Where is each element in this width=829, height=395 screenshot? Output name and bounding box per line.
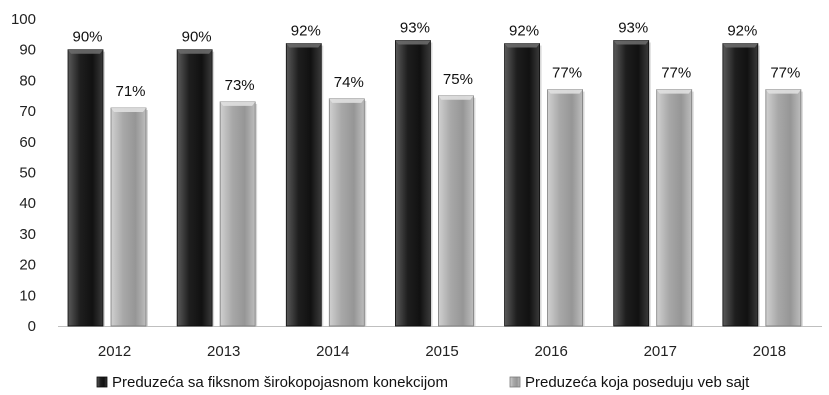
- y-tick-label: 10: [19, 287, 36, 304]
- y-tick-label: 0: [28, 318, 36, 335]
- bar: [504, 43, 540, 327]
- bar-bevel: [395, 40, 431, 45]
- y-tick-label: 50: [19, 165, 36, 182]
- bar-bevel: [547, 89, 583, 94]
- data-label: 75%: [443, 71, 473, 88]
- data-label: 77%: [661, 65, 691, 82]
- bar-bevel: [111, 108, 146, 113]
- bar: [613, 40, 650, 327]
- y-tick-label: 30: [19, 226, 36, 243]
- bar: [219, 101, 256, 327]
- legend-label: Preduzeća sa fiksnom širokopojasnom kone…: [112, 374, 448, 391]
- bar-bevel: [177, 49, 213, 54]
- bar-bevel: [68, 49, 103, 54]
- y-tick-label: 20: [19, 257, 36, 274]
- bar: [395, 40, 431, 327]
- bar-bevel: [722, 43, 758, 48]
- data-label: 92%: [509, 23, 539, 40]
- bar-bevel: [613, 40, 649, 45]
- data-label: 92%: [727, 23, 757, 40]
- data-label: 74%: [334, 74, 364, 91]
- bar: [285, 43, 322, 327]
- bar-bevel: [504, 43, 540, 48]
- data-label: 90%: [72, 29, 102, 46]
- data-label: 71%: [115, 83, 145, 100]
- bar: [176, 49, 213, 327]
- legend-swatch: [96, 376, 108, 388]
- y-tick-label: 100: [11, 11, 36, 28]
- data-label: 73%: [225, 77, 255, 94]
- x-tick-label: 2013: [207, 343, 240, 360]
- bars: [67, 40, 803, 327]
- bar-bevel: [438, 95, 474, 100]
- x-tick-label: 2012: [98, 343, 131, 360]
- bar: [722, 43, 759, 327]
- data-label: 90%: [182, 29, 212, 46]
- y-tick-label: 90: [19, 42, 36, 59]
- bar: [438, 95, 474, 327]
- bar-bevel: [765, 89, 801, 94]
- x-tick-label: 2015: [425, 343, 458, 360]
- legend: Preduzeća sa fiksnom širokopojasnom kone…: [96, 374, 750, 391]
- data-label: 92%: [291, 23, 321, 40]
- y-tick-label: 40: [19, 195, 36, 212]
- legend-label: Preduzeća koja poseduju veb sajt: [525, 374, 750, 391]
- y-axis: 0 10 20 30 40 50 60 70 80 90 100: [11, 11, 36, 335]
- legend-swatch: [509, 376, 521, 388]
- bar: [67, 49, 104, 327]
- y-tick-label: 70: [19, 103, 36, 120]
- data-labels: 90% 90% 92% 93% 92% 93% 92% 71% 73% 74% 75% 77% 77% 7…: [72, 19, 800, 100]
- data-label: 93%: [400, 19, 430, 36]
- data-label: 93%: [618, 19, 648, 36]
- y-tick-label: 80: [19, 72, 36, 89]
- bar: [656, 89, 693, 327]
- data-label: 77%: [770, 65, 800, 82]
- bar-bevel: [656, 89, 692, 94]
- bar-bevel: [286, 43, 322, 48]
- y-tick-label: 60: [19, 134, 36, 151]
- bar-bevel: [220, 101, 256, 106]
- x-axis: 2012 2013 2014 2015 2016 2017 2018: [58, 326, 822, 360]
- bar: [765, 89, 802, 327]
- x-tick-label: 2014: [316, 343, 349, 360]
- bar: [110, 107, 147, 327]
- bar-bevel: [329, 98, 365, 103]
- bar: [328, 98, 365, 327]
- x-tick-label: 2016: [534, 343, 567, 360]
- bar: [547, 89, 583, 327]
- x-tick-label: 2017: [644, 343, 677, 360]
- data-label: 77%: [552, 65, 582, 82]
- x-tick-label: 2018: [753, 343, 786, 360]
